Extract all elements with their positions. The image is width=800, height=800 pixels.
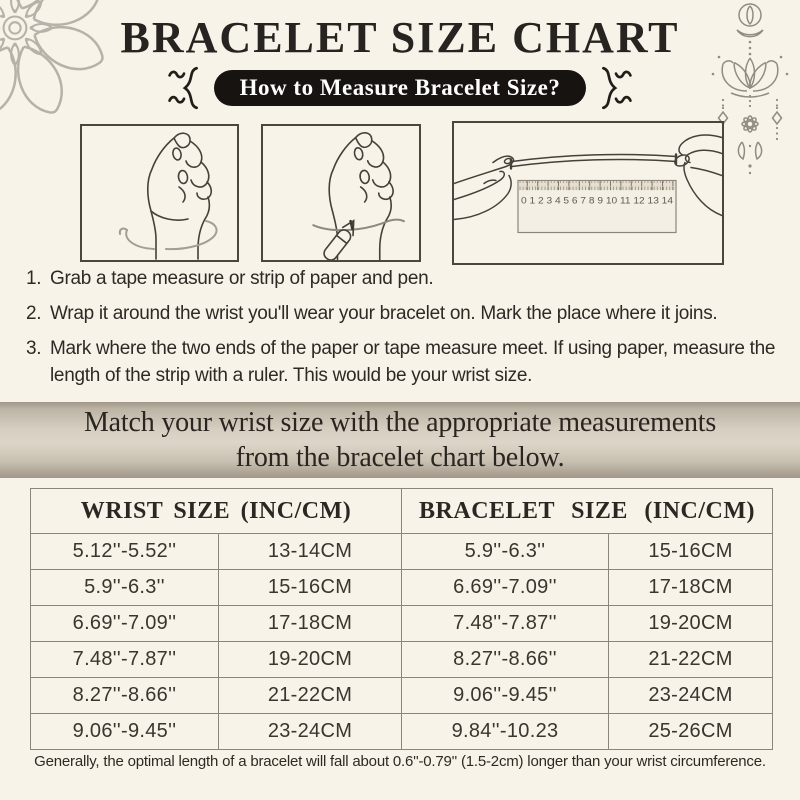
table-row: 6.69''-7.09'' 17-18CM 7.48''-7.87'' 19-2…	[30, 605, 774, 642]
bracelet-inc: 8.27''-8.66''	[401, 641, 609, 678]
match-size-banner: Match your wrist size with the appropria…	[0, 402, 800, 478]
wrist-inc: 5.9''-6.3''	[30, 569, 219, 606]
table-row: 8.27''-8.66'' 21-22CM 9.06''-9.45'' 23-2…	[30, 677, 774, 714]
illustration-step1-wrap-tape	[80, 124, 239, 262]
step-text: Wrap it around the wrist you'll wear you…	[50, 302, 718, 324]
wrist-inc: 6.69''-7.09''	[30, 605, 219, 642]
table-row: 5.12''-5.52'' 13-14CM 5.9''-6.3'' 15-16C…	[30, 533, 774, 570]
footnote: Generally, the optimal length of a brace…	[34, 753, 766, 770]
page-title: BRACELET SIZE CHART	[120, 13, 680, 62]
bracelet-inc: 7.48''-7.87''	[401, 605, 609, 642]
bracelet-cm: 19-20CM	[607, 605, 774, 642]
step-number: 3.	[26, 337, 42, 359]
wrist-inc: 7.48''-7.87''	[30, 641, 219, 678]
table-row: 5.9''-6.3'' 15-16CM 6.69''-7.09'' 17-18C…	[30, 569, 774, 606]
size-chart-table: WRIST SIZE (INC/CM) BRACELET SIZE (INC/C…	[30, 488, 774, 750]
bracelet-inc: 5.9''-6.3''	[401, 533, 609, 570]
wrist-cm: 15-16CM	[218, 569, 402, 606]
table-row: 7.48''-7.87'' 19-20CM 8.27''-8.66'' 21-2…	[30, 641, 774, 678]
wrist-cm: 17-18CM	[218, 605, 402, 642]
squiggle-ornament-right-icon	[602, 66, 633, 110]
squiggle-ornament-left-icon	[167, 66, 198, 110]
banner-line-1: Match your wrist size with the appropria…	[83, 407, 717, 438]
wrist-inc: 5.12''-5.52''	[30, 533, 219, 570]
bracelet-inc: 9.84''-10.23	[401, 713, 609, 750]
wrist-cm: 19-20CM	[218, 641, 402, 678]
illustration-step3-measure-ruler: 0 1 2 3 4 5 6 7 8 9 10 11 12 13 14	[452, 121, 724, 265]
step-text: Mark where the two ends of the paper or …	[50, 337, 776, 386]
step-text: Grab a tape measure or strip of paper an…	[50, 268, 434, 289]
bracelet-cm: 21-22CM	[607, 641, 774, 678]
illustration-step2-mark-tape	[261, 124, 421, 262]
bracelet-size-header: BRACELET SIZE (INC/CM)	[400, 488, 774, 534]
bracelet-cm: 17-18CM	[607, 569, 774, 606]
table-row: 9.06''-9.45'' 23-24CM 9.84''-10.23 25-26…	[30, 713, 774, 750]
subtitle-badge-row: How to Measure Bracelet Size?	[0, 66, 800, 110]
bracelet-inc: 6.69''-7.09''	[401, 569, 609, 606]
bracelet-inc: 9.06''-9.45''	[401, 677, 609, 714]
bracelet-cm: 15-16CM	[607, 533, 774, 570]
wrist-size-header: WRIST SIZE (INC/CM)	[30, 488, 402, 534]
ruler-numbers: 0 1 2 3 4 5 6 7 8 9 10 11 12 13 14	[521, 196, 673, 206]
mandala-flower-decoration	[0, 0, 104, 117]
bracelet-cm: 23-24CM	[607, 677, 774, 714]
step-number: 1.	[26, 268, 42, 289]
instruction-step: 2. Wrap it around the wrist you'll wear …	[26, 301, 778, 328]
wrist-cm: 23-24CM	[218, 713, 402, 750]
wrist-cm: 21-22CM	[218, 677, 402, 714]
instruction-step: 1. Grab a tape measure or strip of paper…	[26, 266, 778, 293]
step-number: 2.	[26, 302, 42, 324]
wrist-cm: 13-14CM	[218, 533, 402, 570]
wrist-inc: 8.27''-8.66''	[30, 677, 219, 714]
lotus-hanging-decoration	[711, 3, 789, 175]
banner-line-2: from the bracelet chart below.	[235, 442, 565, 473]
bracelet-cm: 25-26CM	[607, 713, 774, 750]
measure-instructions: 1. Grab a tape measure or strip of paper…	[26, 266, 778, 398]
how-to-measure-badge: How to Measure Bracelet Size?	[213, 70, 587, 106]
instruction-step: 3. Mark where the two ends of the paper …	[26, 336, 778, 390]
wrist-inc: 9.06''-9.45''	[30, 713, 219, 750]
table-header-row: WRIST SIZE (INC/CM) BRACELET SIZE (INC/C…	[30, 488, 774, 534]
